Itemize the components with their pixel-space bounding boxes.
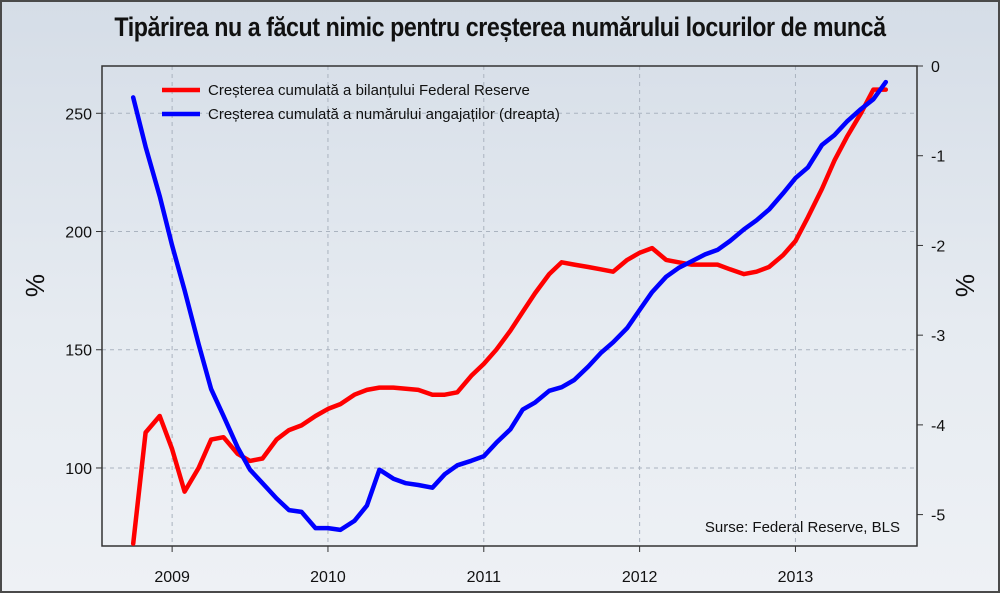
series-line-fed-balance <box>130 87 889 546</box>
x-tick-label: 2012 <box>622 569 658 586</box>
x-tick-label: 2009 <box>154 569 190 586</box>
y-right-tick-label: 0 <box>931 59 940 76</box>
y-right-tick-label: -3 <box>931 328 945 345</box>
x-tick-label: 2010 <box>310 569 346 586</box>
x-tick-label: 2013 <box>778 569 814 586</box>
y-right-tick-label: -5 <box>931 508 945 525</box>
grid <box>102 66 917 546</box>
plot-area-border <box>101 65 918 547</box>
y-right-tick-label: -1 <box>931 149 945 166</box>
series-line-employment <box>130 79 889 533</box>
series-lines <box>130 79 889 546</box>
y-left-tick-label: 150 <box>65 343 92 360</box>
y-right-tick-label: -2 <box>931 238 945 255</box>
y-left-tick-label: 200 <box>65 225 92 242</box>
y-left-tick-label: 100 <box>65 461 92 478</box>
x-tick-label: 2011 <box>467 569 502 586</box>
legend: Creșterea cumulată a bilanțului Federal … <box>162 82 560 123</box>
legend-entry: Creșterea cumulată a bilanțului Federal … <box>208 82 530 99</box>
y-right-tick-label: -4 <box>931 418 945 435</box>
axes: 100 150 200 250 0 -1 -2 -3 -4 -5 2009 2010 2011 2012 2… <box>65 59 945 586</box>
chart-title: Tipărirea nu a făcut nimic pentru crește… <box>114 12 886 42</box>
legend-entry: Creșterea cumulată a numărului angajațil… <box>208 106 560 123</box>
source-note: Surse: Federal Reserve, BLS <box>705 519 900 536</box>
y-left-tick-label: 250 <box>65 106 92 123</box>
